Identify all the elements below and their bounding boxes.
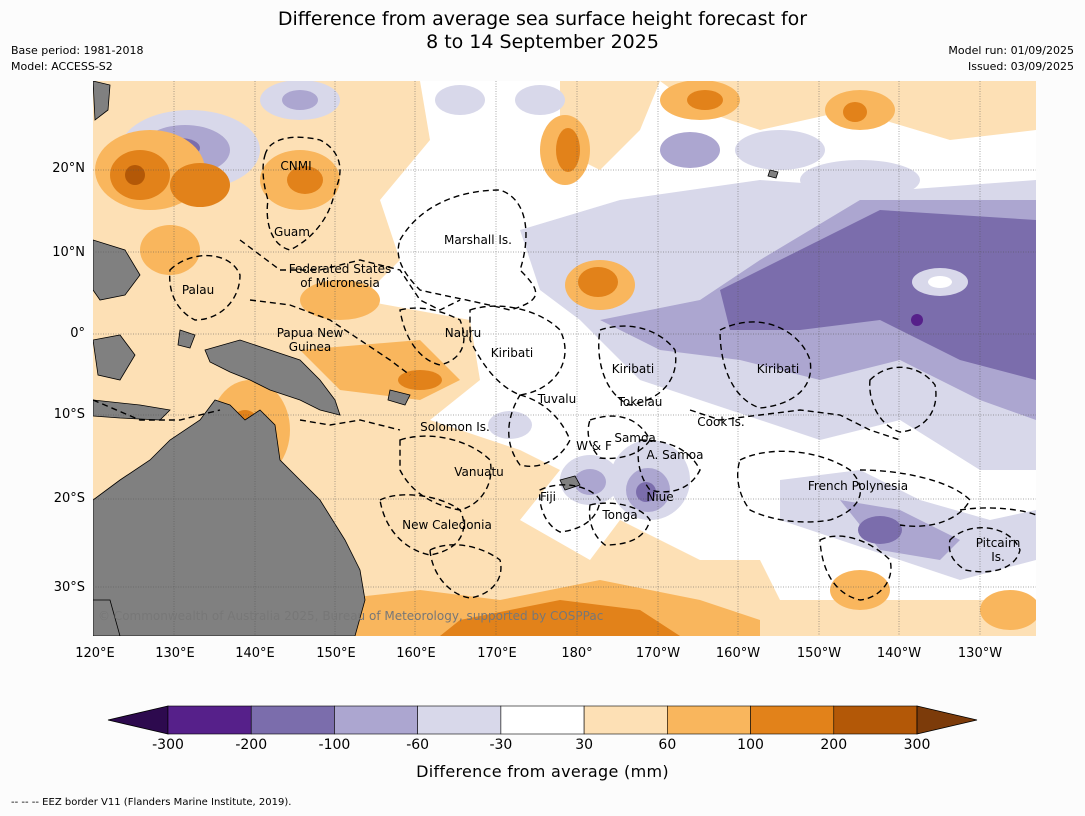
place-nauru: Nauru [444,326,482,340]
place-fsm: Federated States of Micronesia [289,262,391,290]
place-pitcairn: Pitcairn Is. [976,536,1021,564]
colorbar-tick-label: -60 [406,737,430,753]
colorbar-segment [500,705,585,735]
place-kiribati-central: Kiribati [611,362,655,376]
solomon-land [387,389,411,406]
colorbar-arrow-low [107,705,169,735]
anomaly-shading [93,81,1036,636]
map-field [93,81,1036,636]
place-wallis-futuna: W & F [576,439,612,453]
lat-label-20s: 20°S [53,491,85,506]
lon-label-130e: 130°E [155,646,195,661]
lon-label-140e: 140°E [235,646,275,661]
eez-footnote: -- -- -- EEZ border V11 (Flanders Marine… [11,797,292,808]
colorbar-tick-label: 30 [575,737,594,753]
colorbar-segment [334,705,418,735]
map-title: Difference from average sea surface heig… [0,8,1085,54]
place-pitcairn-line2: Is. [991,550,1005,564]
philippines-land [93,239,141,301]
place-fsm-line2: of Micronesia [300,276,380,290]
issued-date: Issued: 03/09/2025 [967,60,1074,73]
lat-label-0: 0° [70,326,85,341]
hawaii-land [767,169,779,179]
colorbar-title: Difference from average (mm) [416,762,669,781]
lon-label-120e: 120°E [75,646,115,661]
place-solomon: Solomon Is. [420,420,490,434]
lon-label-130w: 130°W [957,646,1003,661]
lon-label-150e: 150°E [316,646,356,661]
lon-label-150w: 150°W [796,646,842,661]
colorbar-tick-label: -100 [318,737,351,753]
lat-label-10s: 10°S [53,407,85,422]
colorbar-arrow-high [916,705,978,735]
meta-right: Model run: 01/09/2025 Issued: 03/09/2025 [948,43,1074,75]
colorbar-segment [750,705,835,735]
colorbar-segment [167,705,252,735]
australia-land [93,399,366,636]
colorbar-tick-label: -300 [152,737,184,753]
colorbar-segment [583,705,668,735]
copyright-notice: © Commonwealth of Australia 2025, Bureau… [98,609,604,623]
place-pitcairn-line1: Pitcairn [975,536,1021,550]
model-run: Model run: 01/09/2025 [948,44,1074,57]
colorbar-tick-label: -200 [235,737,268,753]
graticule [93,81,1036,636]
lon-label-160e: 160°E [396,646,436,661]
place-samoa: Samoa [614,431,656,445]
lat-label-20n: 20°N [52,161,85,176]
land-masses [93,81,779,636]
colorbar-segment [667,705,751,735]
tasmania-land [93,599,121,636]
colorbar-segment [833,705,918,735]
place-tonga: Tonga [602,508,638,522]
lon-label-170w: 170°W [635,646,681,661]
meta-left: Base period: 1981-2018 Model: ACCESS-S2 [11,43,143,75]
colorbar-segment [250,705,335,735]
lon-label-180: 180° [561,646,593,661]
base-period: Base period: 1981-2018 [11,44,144,57]
place-american-samoa: A. Samoa [646,448,704,462]
place-new-caledonia: New Caledonia [402,518,492,532]
place-png: Papua New Guinea [277,326,344,354]
place-palau: Palau [181,283,215,297]
eez-borders [93,136,1036,601]
title-line-2: 8 to 14 September 2025 [426,31,659,53]
sulawesi-land [93,334,136,381]
halmahera-land [177,329,196,349]
colorbar-tick-label: 200 [820,737,848,753]
lat-label-30s: 30°S [53,580,85,595]
colorbar-tick-label: 100 [737,737,764,753]
title-line-1: Difference from average sea surface heig… [277,8,808,30]
place-french-polynesia: French Polynesia [807,479,909,493]
colorbar-segment [417,705,502,735]
place-png-line1: Papua New [276,326,344,340]
place-fsm-line1: Federated States [288,262,392,276]
place-fiji: Fiji [539,490,557,504]
lon-label-160w: 160°W [715,646,761,661]
place-kiribati-east: Kiribati [756,362,800,376]
place-cook: Cook Is. [697,415,745,429]
place-tokelau: Tokelau [617,395,663,409]
place-kiribati-west: Kiribati [490,346,534,360]
colorbar-tick-label: 60 [658,737,677,753]
new-guinea-land [204,339,341,416]
colorbar [107,705,978,735]
place-marshall: Marshall Is. [444,233,512,247]
lon-label-170e: 170°E [477,646,517,661]
colorbar-tick-label: 300 [903,737,931,753]
place-png-line2: Guinea [288,340,332,354]
lon-label-140w: 140°W [876,646,922,661]
place-niue: Niue [646,490,674,504]
lat-label-10n: 10°N [52,245,85,260]
colorbar-tick-label: -30 [489,737,513,753]
place-vanuatu: Vanuatu [454,465,504,479]
model-name: Model: ACCESS-S2 [11,60,113,73]
place-cnmi: CNMI [280,159,312,173]
place-tuvalu: Tuvalu [537,392,577,406]
asia-land [93,81,111,121]
place-guam: Guam [274,225,310,239]
